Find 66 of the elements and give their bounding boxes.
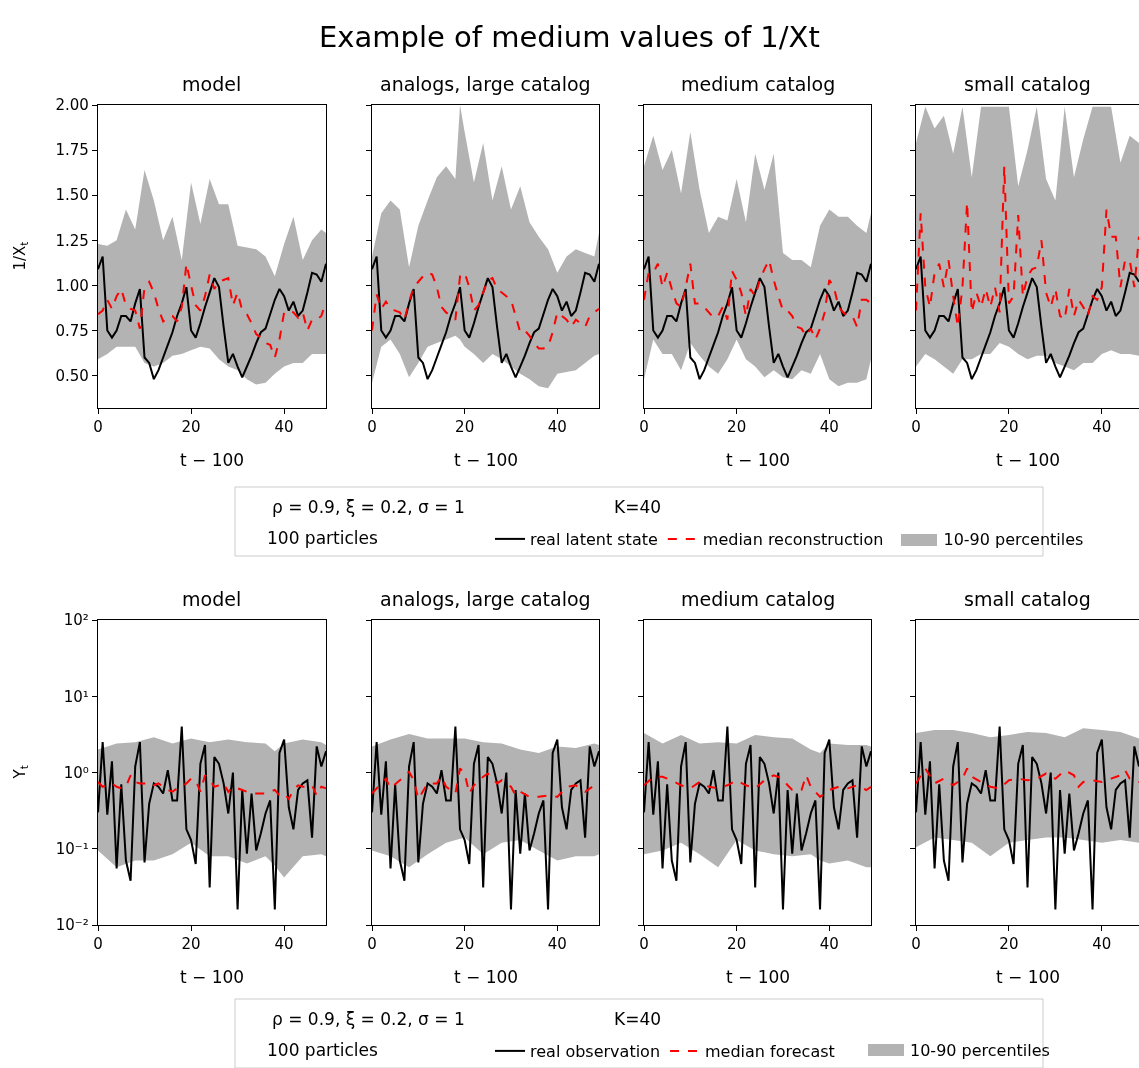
- chart-title: small catalog: [964, 73, 1091, 95]
- x-tick-label: 40: [1092, 935, 1112, 954]
- x-tick-label: 0: [93, 418, 103, 437]
- x-tick-label: 20: [455, 935, 475, 954]
- chart-title: medium catalog: [681, 73, 836, 95]
- x-tick-label: 20: [999, 418, 1019, 437]
- text: ρ = 0.9, ξ = 0.2, σ = 1: [272, 497, 465, 517]
- x-tick-label: 40: [547, 935, 567, 954]
- x-axis-title: t − 100: [454, 450, 519, 470]
- x-tick-label: 40: [274, 418, 294, 437]
- x-axis-title: t − 100: [996, 450, 1061, 470]
- y-tick-label: 10¹: [63, 687, 89, 706]
- text: K=40: [614, 497, 662, 517]
- line-series: [98, 774, 326, 800]
- x-tick-label: 20: [999, 935, 1019, 954]
- x-axis-title: t − 100: [180, 967, 245, 987]
- legend-label: median forecast: [705, 1042, 835, 1062]
- text: 100 particles: [267, 1040, 378, 1060]
- y-tick-label: 10⁻¹: [55, 840, 89, 858]
- legend-label: real latent state: [530, 530, 658, 550]
- y-tick-label: 0.50: [55, 366, 89, 385]
- y-tick-label: 10²: [63, 611, 89, 630]
- y-tick-label: 1.75: [55, 141, 89, 160]
- y-tick-label: 10⁻²: [55, 916, 89, 935]
- legend-label: real observation: [530, 1042, 661, 1062]
- x-tick-label: 40: [1092, 418, 1112, 437]
- x-axis-title: t − 100: [726, 450, 791, 470]
- x-tick-label: 20: [727, 935, 747, 954]
- x-tick-label: 0: [93, 935, 103, 954]
- x-tick-label: 0: [911, 935, 921, 954]
- x-tick-label: 40: [819, 935, 839, 954]
- chart-title: model: [182, 73, 242, 95]
- y-tick-label: 1.00: [55, 276, 89, 295]
- legend-label: median reconstruction: [702, 530, 884, 550]
- x-tick-label: 40: [274, 935, 294, 954]
- y-tick-label: 10⁰: [63, 763, 89, 782]
- chart-title: medium catalog: [681, 588, 836, 610]
- x-tick-label: 40: [819, 418, 839, 437]
- x-tick-label: 0: [639, 418, 649, 437]
- x-tick-label: 20: [181, 418, 201, 437]
- text: K=40: [614, 1009, 662, 1029]
- x-tick-label: 40: [547, 418, 567, 437]
- x-axis-title: t − 100: [454, 967, 519, 987]
- text: 10-90 percentiles: [910, 1040, 1050, 1060]
- text: 100 particles: [267, 528, 378, 548]
- chart-title: analogs, large catalog: [380, 73, 591, 95]
- y-tick-label: 2.00: [55, 96, 89, 115]
- x-axis-title: t − 100: [996, 967, 1061, 987]
- x-tick-label: 0: [639, 935, 649, 954]
- x-tick-label: 20: [181, 935, 201, 954]
- y-tick-label: 1.25: [55, 231, 89, 250]
- x-tick-label: 20: [727, 418, 747, 437]
- y-tick-label: 1.50: [55, 186, 89, 205]
- x-tick-label: 0: [367, 935, 377, 954]
- x-tick-label: 0: [911, 418, 921, 437]
- x-axis-title: t − 100: [726, 967, 791, 987]
- chart-title: small catalog: [964, 588, 1091, 610]
- x-tick-label: 0: [367, 418, 377, 437]
- text: ρ = 0.9, ξ = 0.2, σ = 1: [272, 1009, 465, 1029]
- chart-title: analogs, large catalog: [380, 588, 591, 610]
- y-tick-label: 0.75: [55, 321, 89, 340]
- chart-title: model: [182, 588, 242, 610]
- text: 10-90 percentiles: [943, 530, 1084, 550]
- x-axis-title: t − 100: [180, 450, 245, 470]
- x-tick-label: 20: [455, 418, 475, 437]
- text: Example of medium values of 1/Xt: [319, 20, 820, 54]
